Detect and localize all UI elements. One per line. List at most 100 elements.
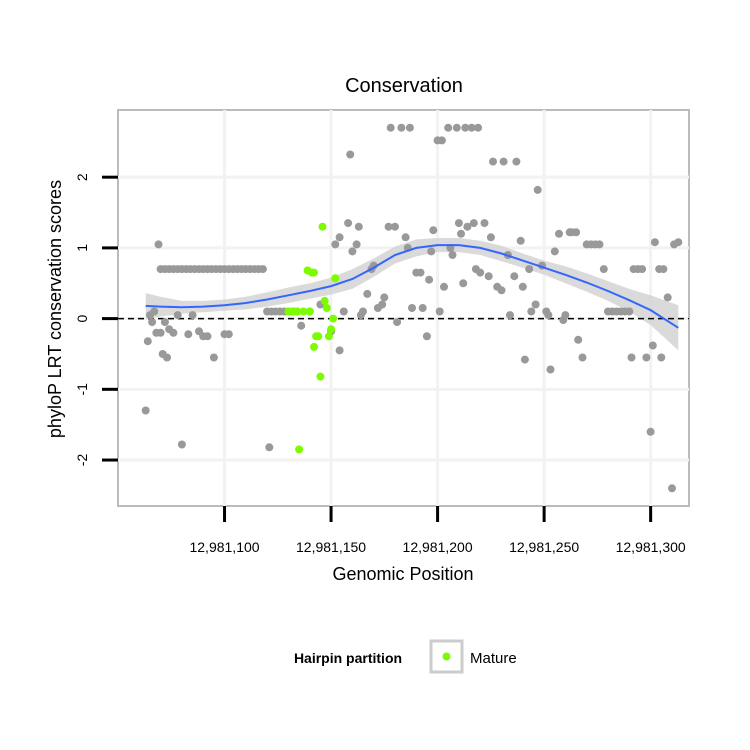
- point-other-129: [533, 185, 542, 194]
- point-other-166: [668, 484, 676, 493]
- point-other-98: [444, 123, 453, 132]
- point-other-127: [527, 307, 536, 316]
- point-other-146: [595, 240, 604, 249]
- point-other-83: [401, 233, 410, 242]
- point-other-157: [638, 265, 647, 274]
- point-other-117: [497, 286, 506, 295]
- point-other-86: [408, 304, 416, 312]
- point-mature-14: [320, 296, 329, 305]
- point-other-81: [393, 318, 402, 327]
- point-mature-15: [322, 304, 331, 312]
- point-other-0: [141, 406, 150, 415]
- point-other-82: [397, 123, 406, 132]
- point-other-72: [363, 289, 372, 298]
- point-other-57: [297, 321, 306, 330]
- x-tick-label-3: 12,981,250: [509, 539, 579, 555]
- point-other-142: [578, 353, 587, 362]
- point-other-122: [512, 157, 521, 166]
- point-other-20: [209, 353, 218, 362]
- smooth-line: [145, 244, 679, 329]
- point-other-113: [484, 272, 493, 281]
- point-other-118: [499, 157, 508, 166]
- point-other-134: [550, 247, 559, 256]
- legend: Hairpin partition Mature: [294, 639, 517, 674]
- x-axis: 12,981,100 12,981,150 12,981,200 12,981,250…: [189, 506, 686, 555]
- point-other-90: [422, 332, 431, 341]
- point-other-154: [627, 353, 636, 362]
- point-other-16: [188, 311, 197, 320]
- x-tick-label-0: 12,981,100: [189, 539, 259, 555]
- point-other-135: [555, 229, 563, 238]
- point-other-168: [674, 238, 683, 247]
- point-other-133: [546, 365, 555, 374]
- y-tick-label-3: 1: [74, 244, 90, 252]
- point-other-10: [163, 353, 171, 362]
- point-other-92: [427, 247, 436, 256]
- point-other-105: [461, 123, 470, 132]
- series-other-points: [141, 123, 683, 493]
- point-other-100: [448, 251, 457, 259]
- point-other-19: [203, 332, 212, 341]
- point-other-49: [265, 443, 274, 452]
- point-other-115: [489, 157, 497, 166]
- point-other-103: [457, 229, 465, 238]
- point-other-165: [663, 293, 672, 302]
- point-other-161: [650, 238, 659, 247]
- point-other-126: [525, 265, 534, 274]
- point-other-14: [177, 440, 186, 449]
- smooth-curve: [145, 244, 679, 329]
- y-tick-label-4: 2: [74, 173, 90, 181]
- point-other-71: [359, 307, 367, 316]
- point-other-65: [344, 219, 353, 228]
- series-mature-points: [284, 222, 340, 454]
- point-other-123: [516, 236, 525, 245]
- point-other-96: [437, 136, 446, 145]
- point-mature-9: [310, 342, 318, 351]
- point-other-101: [452, 123, 461, 132]
- point-other-66: [346, 150, 355, 159]
- y-axis: -2 -1 0 1 2: [74, 173, 118, 466]
- point-other-63: [335, 346, 344, 355]
- point-other-97: [440, 282, 448, 291]
- point-other-163: [657, 353, 666, 362]
- point-mature-13: [318, 222, 327, 231]
- point-other-164: [659, 265, 668, 274]
- point-other-121: [510, 272, 519, 281]
- point-mature-19: [331, 274, 340, 283]
- point-other-160: [648, 341, 657, 350]
- y-tick-label-0: -2: [74, 454, 90, 467]
- point-other-67: [348, 247, 357, 256]
- point-other-137: [561, 311, 570, 320]
- point-mature-16: [324, 332, 333, 341]
- point-other-3: [148, 318, 157, 327]
- point-mature-12: [316, 372, 325, 381]
- point-other-47: [258, 265, 267, 274]
- point-mature-6: [305, 307, 314, 316]
- point-other-104: [459, 279, 468, 288]
- point-other-91: [425, 275, 434, 284]
- point-other-107: [467, 123, 476, 132]
- point-other-114: [486, 233, 495, 242]
- point-other-1: [143, 337, 152, 346]
- point-other-125: [520, 355, 529, 364]
- point-other-140: [572, 228, 581, 237]
- point-other-153: [625, 307, 634, 316]
- point-mature-18: [329, 314, 338, 323]
- point-other-12: [169, 328, 178, 337]
- point-other-93: [429, 226, 438, 235]
- point-mature-17: [327, 325, 336, 334]
- point-other-9: [160, 318, 169, 327]
- legend-title: Hairpin partition: [294, 650, 402, 666]
- point-mature-11: [314, 332, 323, 341]
- point-other-132: [544, 311, 553, 320]
- x-tick-label-4: 12,981,300: [616, 539, 686, 555]
- point-mature-2: [293, 307, 301, 316]
- y-axis-label: phyloP LRT conservation scores: [45, 180, 65, 438]
- point-other-22: [224, 330, 233, 339]
- legend-entry-mature: Mature: [470, 650, 517, 667]
- point-other-61: [331, 240, 340, 249]
- point-other-88: [416, 268, 425, 277]
- point-other-158: [642, 353, 651, 362]
- point-other-110: [474, 123, 483, 132]
- x-axis-label: Genomic Position: [332, 564, 473, 584]
